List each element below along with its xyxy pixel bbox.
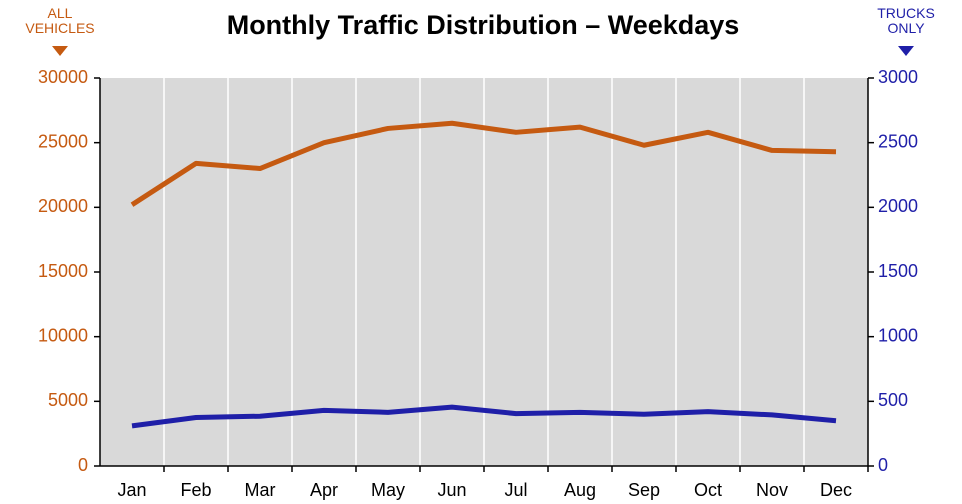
x-tick-label: Aug [564,480,596,500]
y-tick-label: 5000 [48,390,88,410]
y2-tick-label: 3000 [878,67,918,87]
y2-tick-label: 1000 [878,325,918,345]
x-tick-label: Sep [628,480,660,500]
y2-tick-label: 0 [878,455,888,475]
x-tick-label: Jun [437,480,466,500]
x-tick-label: May [371,480,405,500]
y2-tick-label: 1500 [878,261,918,281]
y2-tick-label: 2000 [878,196,918,216]
x-tick-label: Dec [820,480,852,500]
y2-tick-label: 2500 [878,131,918,151]
data-line [131,404,837,429]
y-axis-marker [52,46,68,56]
y-tick-label: 20000 [38,196,88,216]
y-tick-label: 25000 [38,131,88,151]
x-tick-label: Jan [117,480,146,500]
x-tick-label: Jul [504,480,527,500]
y2-tick-label: 500 [878,390,908,410]
x-tick-label: Apr [310,480,338,500]
x-tick-label: Nov [756,480,788,500]
y-axis-label: ALL VEHICLES [25,5,95,36]
y-tick-label: 10000 [38,325,88,345]
y2-axis-label: TRUCKS ONLY [877,5,935,36]
y2-axis-marker [898,46,914,56]
y-tick-label: 30000 [38,67,88,87]
x-tick-label: Oct [694,480,722,500]
x-tick-label: Mar [245,480,276,500]
data-line [130,120,837,207]
chart-title: Monthly Traffic Distribution – Weekdays [227,10,740,40]
x-tick-label: Feb [180,480,211,500]
y-tick-label: 0 [78,455,88,475]
y-tick-label: 15000 [38,261,88,281]
